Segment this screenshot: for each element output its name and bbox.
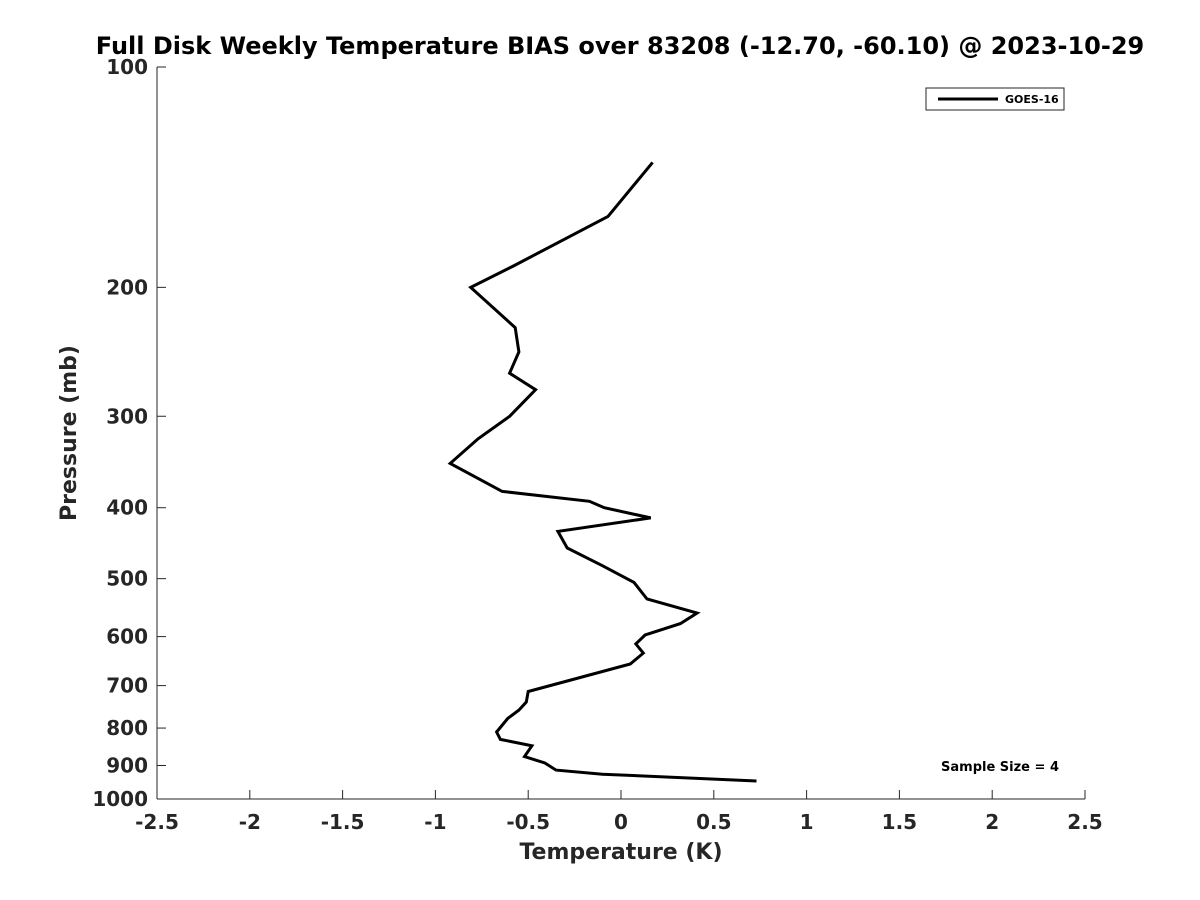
y-tick-label: 300 [106,404,148,428]
y-axis-ticks: 100 200 300 400 500 600 700 800 900 1000 [92,55,166,811]
sample-size-annotation: Sample Size = 4 [941,760,1059,775]
x-tick-label: 0.5 [696,810,731,834]
y-tick-label: 100 [106,55,148,79]
y-tick-label: 200 [106,275,148,299]
y-tick-label: 1000 [92,787,148,811]
y-tick-label: 600 [106,625,148,649]
x-tick-label: 0 [614,810,628,834]
series-layer [447,161,757,783]
legend: GOES-16 [925,87,1065,111]
y-tick-label: 900 [106,754,148,778]
x-axis-ticks: -2.5 -2 -1.5 -1 -0.5 0 0.5 1 1.5 2 2.5 [135,790,1103,834]
series-line-goes16 [447,161,757,783]
x-tick-label: 2 [985,810,999,834]
y-tick-label: 800 [106,716,148,740]
legend-label-goes16: GOES-16 [1005,93,1059,106]
x-tick-label: -2.5 [135,810,179,834]
x-tick-label: -2 [239,810,261,834]
x-axis-label: Temperature (K) [519,840,722,865]
x-tick-label: -0.5 [506,810,550,834]
y-axis-label: Pressure (mb) [57,345,82,521]
x-tick-label: -1 [424,810,446,834]
x-tick-label: 2.5 [1067,810,1102,834]
y-tick-label: 400 [106,496,148,520]
y-tick-label: 500 [106,567,148,591]
y-tick-label: 700 [106,674,148,698]
x-tick-label: 1 [800,810,814,834]
x-tick-label: 1.5 [882,810,917,834]
chart-title: Full Disk Weekly Temperature BIAS over 8… [96,32,1144,60]
x-tick-label: -1.5 [321,810,365,834]
